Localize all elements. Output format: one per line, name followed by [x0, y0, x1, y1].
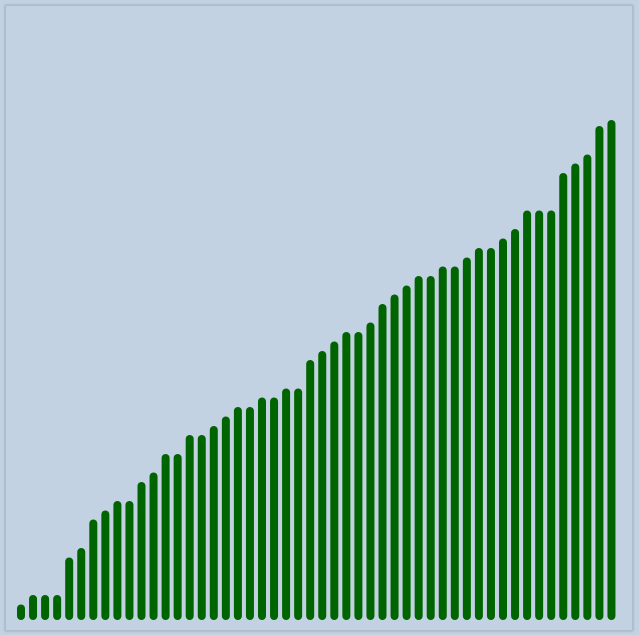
bar-39: [474, 248, 483, 620]
bar-23: [282, 388, 291, 620]
bar-49: [595, 126, 604, 620]
bar-6: [77, 548, 86, 620]
bar-19: [233, 407, 242, 620]
bar-series: [17, 120, 616, 620]
bar-14: [173, 454, 182, 620]
bar-22: [270, 397, 279, 620]
bar-30: [366, 322, 375, 620]
bar-3: [41, 595, 50, 620]
bar-50: [607, 120, 616, 620]
bar-48: [583, 154, 592, 620]
bar-24: [294, 388, 303, 620]
bar-7: [89, 519, 98, 620]
bar-1: [17, 604, 25, 620]
bar-32: [390, 294, 399, 620]
bar-25: [306, 360, 315, 620]
bar-chart: [17, 120, 616, 620]
bar-33: [402, 285, 411, 620]
bar-21: [258, 397, 266, 620]
bar-2: [29, 595, 38, 620]
chart-area: [5, 5, 633, 631]
bar-34: [414, 276, 423, 620]
bar-15: [185, 435, 194, 620]
bar-31: [378, 304, 387, 620]
bar-20: [245, 407, 254, 620]
bar-40: [486, 248, 495, 620]
bar-37: [450, 266, 459, 620]
bar-45: [547, 210, 556, 620]
bar-9: [113, 501, 122, 620]
bar-13: [161, 454, 170, 620]
bar-36: [438, 266, 447, 620]
bar-41: [499, 238, 507, 620]
bar-11: [137, 482, 146, 620]
bar-27: [330, 341, 339, 620]
bar-43: [523, 210, 532, 620]
bar-46: [559, 173, 568, 620]
bar-18: [221, 416, 230, 620]
bar-10: [125, 501, 134, 620]
bar-35: [426, 276, 435, 620]
bar-47: [571, 163, 580, 620]
bar-12: [149, 472, 158, 620]
bar-8: [101, 510, 110, 620]
bar-42: [511, 229, 520, 620]
bar-26: [318, 351, 327, 620]
bar-4: [53, 595, 62, 620]
bar-28: [342, 332, 351, 620]
bar-38: [462, 257, 471, 620]
bar-16: [197, 435, 206, 620]
bar-5: [65, 557, 74, 620]
bar-44: [535, 210, 544, 620]
bar-29: [354, 332, 363, 620]
bar-17: [209, 426, 218, 620]
